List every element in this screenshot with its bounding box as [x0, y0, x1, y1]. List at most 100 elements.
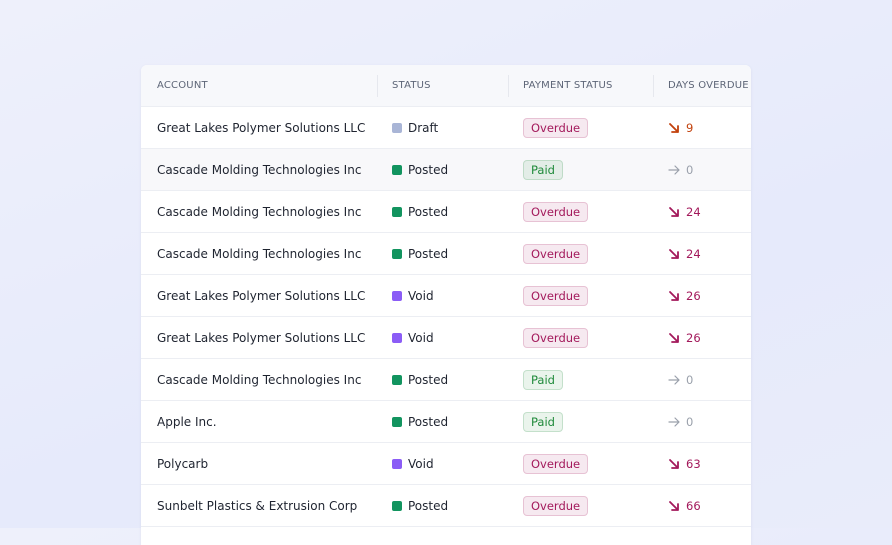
payment-badge: Paid — [523, 411, 563, 432]
days-cell: 24 — [668, 191, 701, 232]
column-header[interactable]: PAYMENT STATUS — [523, 80, 613, 91]
payment-badge: Paid — [523, 159, 563, 180]
table-row[interactable]: Great Lakes Polymer Solutions LLC Void Ove… — [141, 275, 751, 317]
table-row[interactable]: Cascade Molding Technologies Inc Posted Ov… — [141, 233, 751, 275]
days-cell: 9 — [668, 107, 693, 148]
table-row[interactable]: Great Lakes Polymer Solutions LLC Void Ove… — [141, 317, 751, 359]
invoice-table: ACCOUNT STATUS PAYMENT STATUS DAYS OVERD… — [141, 65, 751, 545]
account-cell: Apple Inc. — [157, 414, 217, 429]
status-text: Posted — [408, 414, 449, 429]
table-row[interactable]: Cascade Molding Technologies Inc Posted Pa… — [141, 149, 751, 191]
days-cell: 0 — [668, 359, 693, 400]
days-overdue: 0 — [686, 414, 694, 429]
days-overdue: 9 — [686, 120, 694, 135]
status-text: Posted — [408, 246, 449, 261]
status-dot — [392, 290, 402, 301]
account-cell: Cascade Molding Technologies Inc — [157, 162, 362, 177]
table-row[interactable]: Great Lakes Polymer Solutions LLC Draft Ov… — [141, 107, 751, 149]
account-cell: Cascade Molding Technologies Inc — [157, 204, 362, 219]
payment-badge: Overdue — [523, 327, 589, 348]
table-row[interactable]: Cascade Molding Technologies Inc Posted Ov… — [141, 191, 751, 233]
trend-icon — [669, 206, 679, 217]
status-cell: Posted — [392, 401, 448, 442]
days-cell: 0 — [668, 149, 693, 190]
trend-icon — [669, 332, 679, 343]
account-cell: Sunbelt Plastics & Extrusion Corp — [157, 498, 358, 513]
status-text: Void — [408, 330, 434, 345]
days-overdue: 24 — [686, 204, 701, 219]
table-row[interactable]: Polycarb Void Overdue 63 — [141, 443, 751, 485]
trend-icon — [669, 458, 679, 469]
payment-badge: Overdue — [523, 495, 589, 516]
status-dot — [392, 500, 402, 511]
days-overdue: 0 — [686, 372, 694, 387]
payment-badge: Paid — [523, 369, 563, 390]
column-header[interactable]: DAYS OVERDUE — [668, 80, 749, 91]
column-header[interactable]: STATUS — [392, 80, 431, 91]
trend-icon — [668, 416, 680, 427]
status-dot — [392, 248, 402, 259]
status-cell: Posted — [392, 485, 448, 526]
trend-icon — [669, 290, 679, 301]
column-separator — [508, 75, 509, 97]
status-cell: Posted — [392, 149, 448, 190]
payment-cell: Paid — [523, 359, 563, 400]
table-row[interactable]: Sunbelt Plastics & Extrusion Corp Posted O… — [141, 485, 751, 527]
trend-icon — [669, 500, 679, 511]
status-dot — [392, 416, 402, 427]
table-row[interactable]: Apple Inc. Posted Paid 0 — [141, 401, 751, 443]
days-overdue: 24 — [686, 246, 701, 261]
trend-icon — [668, 164, 680, 175]
trend-icon — [669, 248, 679, 259]
payment-cell: Overdue — [523, 485, 589, 526]
page: ACCOUNT STATUS PAYMENT STATUS DAYS OVERD… — [0, 0, 892, 528]
status-cell: Void — [392, 275, 434, 316]
account-cell: Cascade Molding Technologies Inc — [157, 372, 362, 387]
trend-icon — [669, 122, 679, 133]
status-text: Posted — [408, 498, 449, 513]
status-dot — [392, 122, 402, 133]
payment-cell: Paid — [523, 149, 563, 190]
status-text: Posted — [408, 162, 449, 177]
header-row: ACCOUNT STATUS PAYMENT STATUS DAYS OVERD… — [141, 65, 751, 107]
status-dot — [392, 206, 402, 217]
payment-cell: Overdue — [523, 233, 589, 274]
status-cell: Posted — [392, 233, 448, 274]
account-cell: Great Lakes Polymer Solutions LLC — [157, 330, 366, 345]
table-row[interactable]: Cascade Molding Technologies Inc Posted Pa… — [141, 359, 751, 401]
account-cell: Great Lakes Polymer Solutions LLC — [157, 288, 366, 303]
status-cell: Draft — [392, 107, 438, 148]
column-header[interactable]: ACCOUNT — [157, 80, 208, 91]
status-text: Void — [408, 456, 434, 471]
payment-badge: Overdue — [523, 243, 589, 264]
status-text: Posted — [408, 372, 449, 387]
status-cell: Void — [392, 443, 434, 484]
payment-cell: Overdue — [523, 275, 589, 316]
payment-badge: Overdue — [523, 285, 589, 306]
days-cell: 26 — [668, 275, 701, 316]
payment-badge: Overdue — [523, 453, 589, 474]
status-cell: Posted — [392, 191, 448, 232]
days-overdue: 66 — [686, 498, 701, 513]
payment-badge: Overdue — [523, 117, 589, 138]
payment-badge: Overdue — [523, 201, 589, 222]
payment-cell: Overdue — [523, 107, 589, 148]
days-overdue: 0 — [686, 162, 694, 177]
account-cell: Cascade Molding Technologies Inc — [157, 246, 362, 261]
payment-cell: Paid — [523, 401, 563, 442]
status-dot — [392, 164, 402, 175]
days-overdue: 63 — [686, 456, 701, 471]
days-cell: 24 — [668, 233, 701, 274]
column-separator — [377, 75, 378, 97]
days-cell: 66 — [668, 485, 701, 526]
status-text: Void — [408, 288, 434, 303]
account-cell: Great Lakes Polymer Solutions LLC — [157, 120, 366, 135]
column-separator — [653, 75, 654, 97]
payment-cell: Overdue — [523, 317, 589, 358]
payment-cell: Overdue — [523, 443, 589, 484]
days-overdue: 26 — [686, 288, 701, 303]
days-cell: 0 — [668, 401, 693, 442]
days-cell: 63 — [668, 443, 701, 484]
status-text: Posted — [408, 204, 449, 219]
status-text: Draft — [408, 120, 439, 135]
